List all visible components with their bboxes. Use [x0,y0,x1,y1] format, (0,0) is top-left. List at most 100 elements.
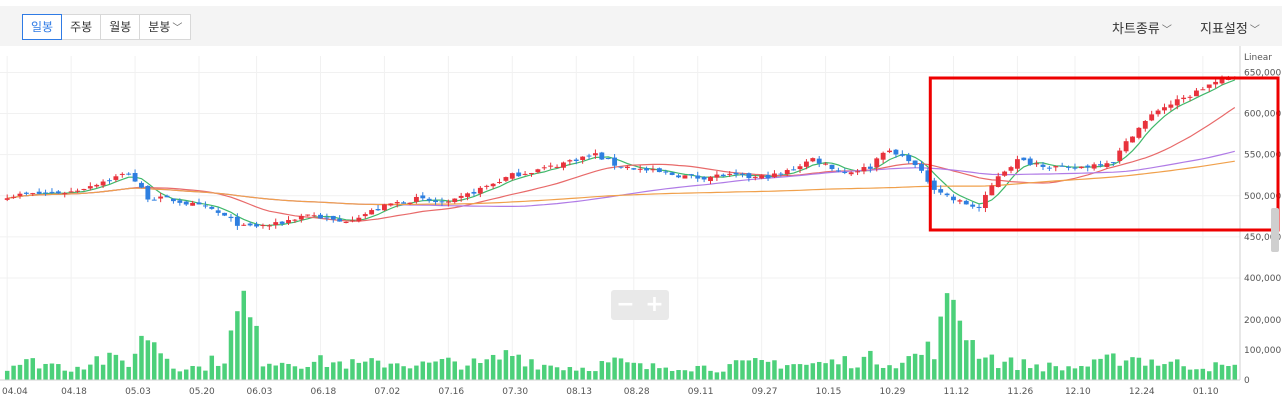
candle-body [1034,163,1040,165]
candle-body [720,174,726,177]
candle-body [1181,97,1187,100]
candle-body [586,155,592,157]
volume-bars [4,290,1238,380]
candle-body [139,182,144,188]
volume-bar [714,372,720,380]
candle-body [17,193,23,196]
stock-chart[interactable]: Linear 650,000 600,000 550,000 500,000 450,00… [0,46,1282,406]
candle-body [1162,107,1167,111]
candle-body [906,155,912,162]
volume-bar [286,363,291,380]
volume-tick-label: 200,000 [1244,316,1281,326]
tab-daily[interactable]: 일봉 [22,14,63,40]
candle-body [145,185,151,200]
candle-body [1059,165,1065,167]
candle-body [1072,167,1078,169]
volume-bar [433,361,438,380]
candle-body [215,210,221,213]
volume-bar [503,350,509,380]
indicator-settings-menu[interactable]: 지표설정 ﹀ [1200,18,1260,37]
volume-bar [995,368,1001,380]
volume-bar [49,363,55,380]
volume-bar [81,369,87,380]
volume-bar [120,360,125,380]
candle-body [62,193,68,195]
tab-monthly[interactable]: 월봉 [101,14,141,40]
x-tick-label: 04.18 [61,387,87,397]
candle-body [119,173,125,175]
volume-bar [171,368,176,380]
volume-bar [311,361,317,380]
zoom-in-button[interactable]: + [645,292,664,317]
candle-body [509,173,515,179]
chart-type-menu[interactable]: 차트종류 ﹀ [1112,18,1172,37]
volume-bar [1053,366,1059,380]
volume-bar [746,360,752,380]
volume-bar [478,363,483,380]
candle-body [561,162,566,168]
volume-bar [247,317,253,380]
volume-bar [676,370,681,380]
volume-tick-label: 100,000 [1244,346,1281,356]
volume-bar [1002,361,1007,380]
candle-body [784,170,790,175]
volume-bar [721,371,726,380]
volume-bar [100,364,106,380]
candle-body [1149,114,1155,121]
volume-bar [382,367,387,380]
candle-body [388,203,394,206]
volume-bar [529,359,534,380]
y-tick-label: 400,000 [1244,274,1281,284]
candle-body [1021,157,1027,161]
x-tick-label: 11.26 [1007,387,1033,397]
period-tabs: 일봉 주봉 월봉 분봉 ﹀ [22,14,192,40]
volume-bar [24,359,29,380]
volume-bar [17,364,23,380]
volume-bar [139,335,144,380]
volume-bar [209,355,215,380]
tab-minute[interactable]: 분봉 ﹀ [140,14,192,40]
candle-body [324,217,330,219]
candle-body [637,168,643,170]
tab-daily-label: 일봉 [31,20,54,34]
candle-body [407,202,413,204]
candle-body [497,182,502,184]
candle-body [196,202,202,205]
candle-body [880,152,886,160]
candle-body [228,216,234,219]
volume-bar [318,355,323,380]
volume-bar [36,368,42,380]
volume-bar [1040,371,1046,380]
candle-body [829,164,835,170]
volume-bar [465,365,470,380]
volume-bar [586,371,592,380]
volume-bar [235,311,240,380]
candle-body [1206,84,1212,88]
volume-bar [669,371,675,380]
candle-body [87,186,93,189]
x-tick-label: 12.24 [1129,387,1155,397]
volume-bar [1059,370,1065,380]
candle-body [413,196,419,202]
x-tick-label: 04.04 [2,387,28,397]
candle-body [420,195,426,199]
volume-bar [522,366,528,380]
candle-body [605,157,611,160]
ma120-line [7,160,1235,206]
volume-bar [273,365,278,380]
scrollbar-handle[interactable] [1271,208,1279,252]
volume-bar [1206,371,1212,380]
volume-bar [1175,359,1180,380]
volume-bar [701,365,707,380]
candle-body [30,193,36,195]
candle-body [835,170,841,172]
candle-body [183,201,189,205]
candle-body [394,202,400,204]
volume-bar [215,365,221,380]
candle-body [350,220,355,222]
volume-bar [1027,368,1033,380]
tab-weekly[interactable]: 주봉 [62,14,102,40]
zoom-out-button[interactable]: − [616,292,635,317]
candle-body [4,198,10,200]
volume-bar [810,363,816,380]
